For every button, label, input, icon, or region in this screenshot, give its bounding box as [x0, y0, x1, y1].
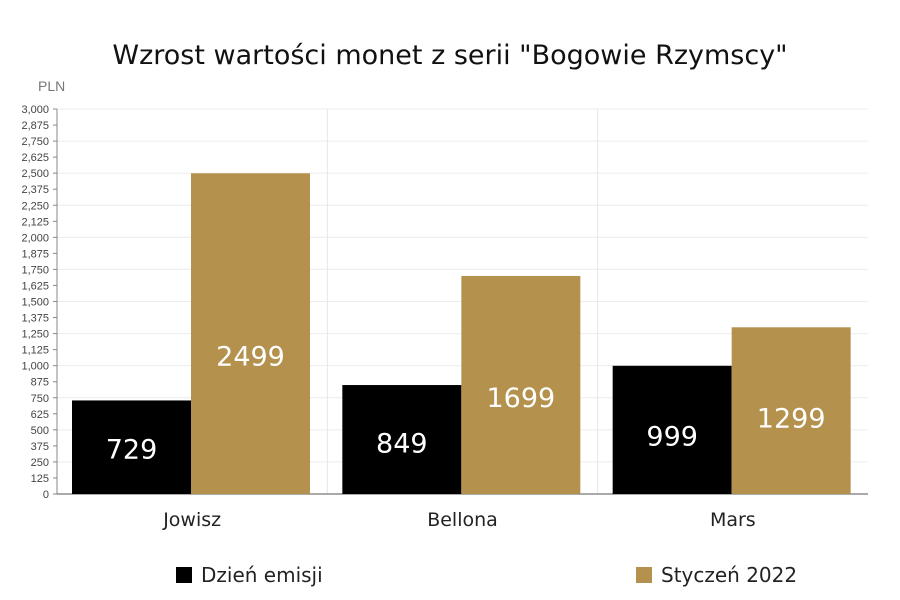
- x-tick-label: Mars: [710, 509, 756, 531]
- y-tick-label: 2,125: [21, 216, 49, 228]
- y-tick-label: 2,250: [21, 200, 49, 212]
- data-label: 1699: [486, 383, 555, 414]
- y-tick-label: 1,000: [21, 361, 49, 373]
- data-label: 849: [376, 429, 428, 460]
- data-label: 999: [646, 421, 698, 452]
- data-label: 729: [106, 434, 158, 465]
- bar-mars-series-2: [731, 327, 851, 494]
- y-tick-label: 2,375: [21, 184, 49, 196]
- y-tick-label: 1,750: [21, 264, 49, 276]
- y-tick-label: 1,625: [21, 280, 49, 292]
- y-tick-label: 2,750: [21, 136, 49, 148]
- bar-mars-series-1: [612, 365, 732, 494]
- bar-bellona-series-1: [342, 385, 462, 494]
- legend-swatch-series-1: [176, 567, 192, 583]
- y-tick-label: 2,625: [21, 152, 49, 164]
- y-tick-label: 0: [43, 489, 49, 501]
- y-axis-label: PLN: [38, 78, 65, 94]
- chart-title: Wzrost wartości monet z serii "Bogowie R…: [112, 40, 788, 71]
- y-tick-label: 1,125: [21, 345, 49, 357]
- bar-jowisz-series-1: [72, 400, 191, 494]
- y-tick-label: 1,250: [21, 329, 49, 341]
- legend-item-series-1: Dzień emisji: [176, 563, 323, 587]
- y-tick-label: 1,375: [21, 313, 49, 325]
- y-tick-label: 875: [31, 377, 49, 389]
- y-tick-label: 250: [31, 457, 49, 469]
- y-tick-label: 125: [31, 473, 49, 485]
- legend-label-series-2: Styczeń 2022: [661, 563, 798, 587]
- x-tick-label: Jowisz: [162, 509, 221, 531]
- y-tick-label: 1,500: [21, 297, 49, 309]
- data-label: 1299: [757, 403, 826, 434]
- x-tick-label: Bellona: [427, 509, 498, 531]
- y-tick-label: 750: [31, 393, 49, 405]
- y-tick-label: 1,875: [21, 248, 49, 260]
- legend-swatch-series-2: [636, 567, 652, 583]
- data-label: 2499: [216, 342, 285, 373]
- bar-bellona-series-2: [461, 275, 581, 494]
- y-tick-label: 2,500: [21, 168, 49, 180]
- legend-label-series-1: Dzień emisji: [201, 563, 323, 587]
- legend-item-series-2: Styczeń 2022: [636, 563, 797, 587]
- y-tick-label: 2,875: [21, 120, 49, 132]
- y-tick-label: 500: [31, 425, 49, 437]
- bar-jowisz-series-2: [191, 173, 310, 495]
- y-tick-label: 625: [31, 409, 49, 421]
- y-tick-label: 2,000: [21, 232, 49, 244]
- y-tick-label: 375: [31, 441, 49, 453]
- y-tick-label: 3,000: [21, 104, 49, 116]
